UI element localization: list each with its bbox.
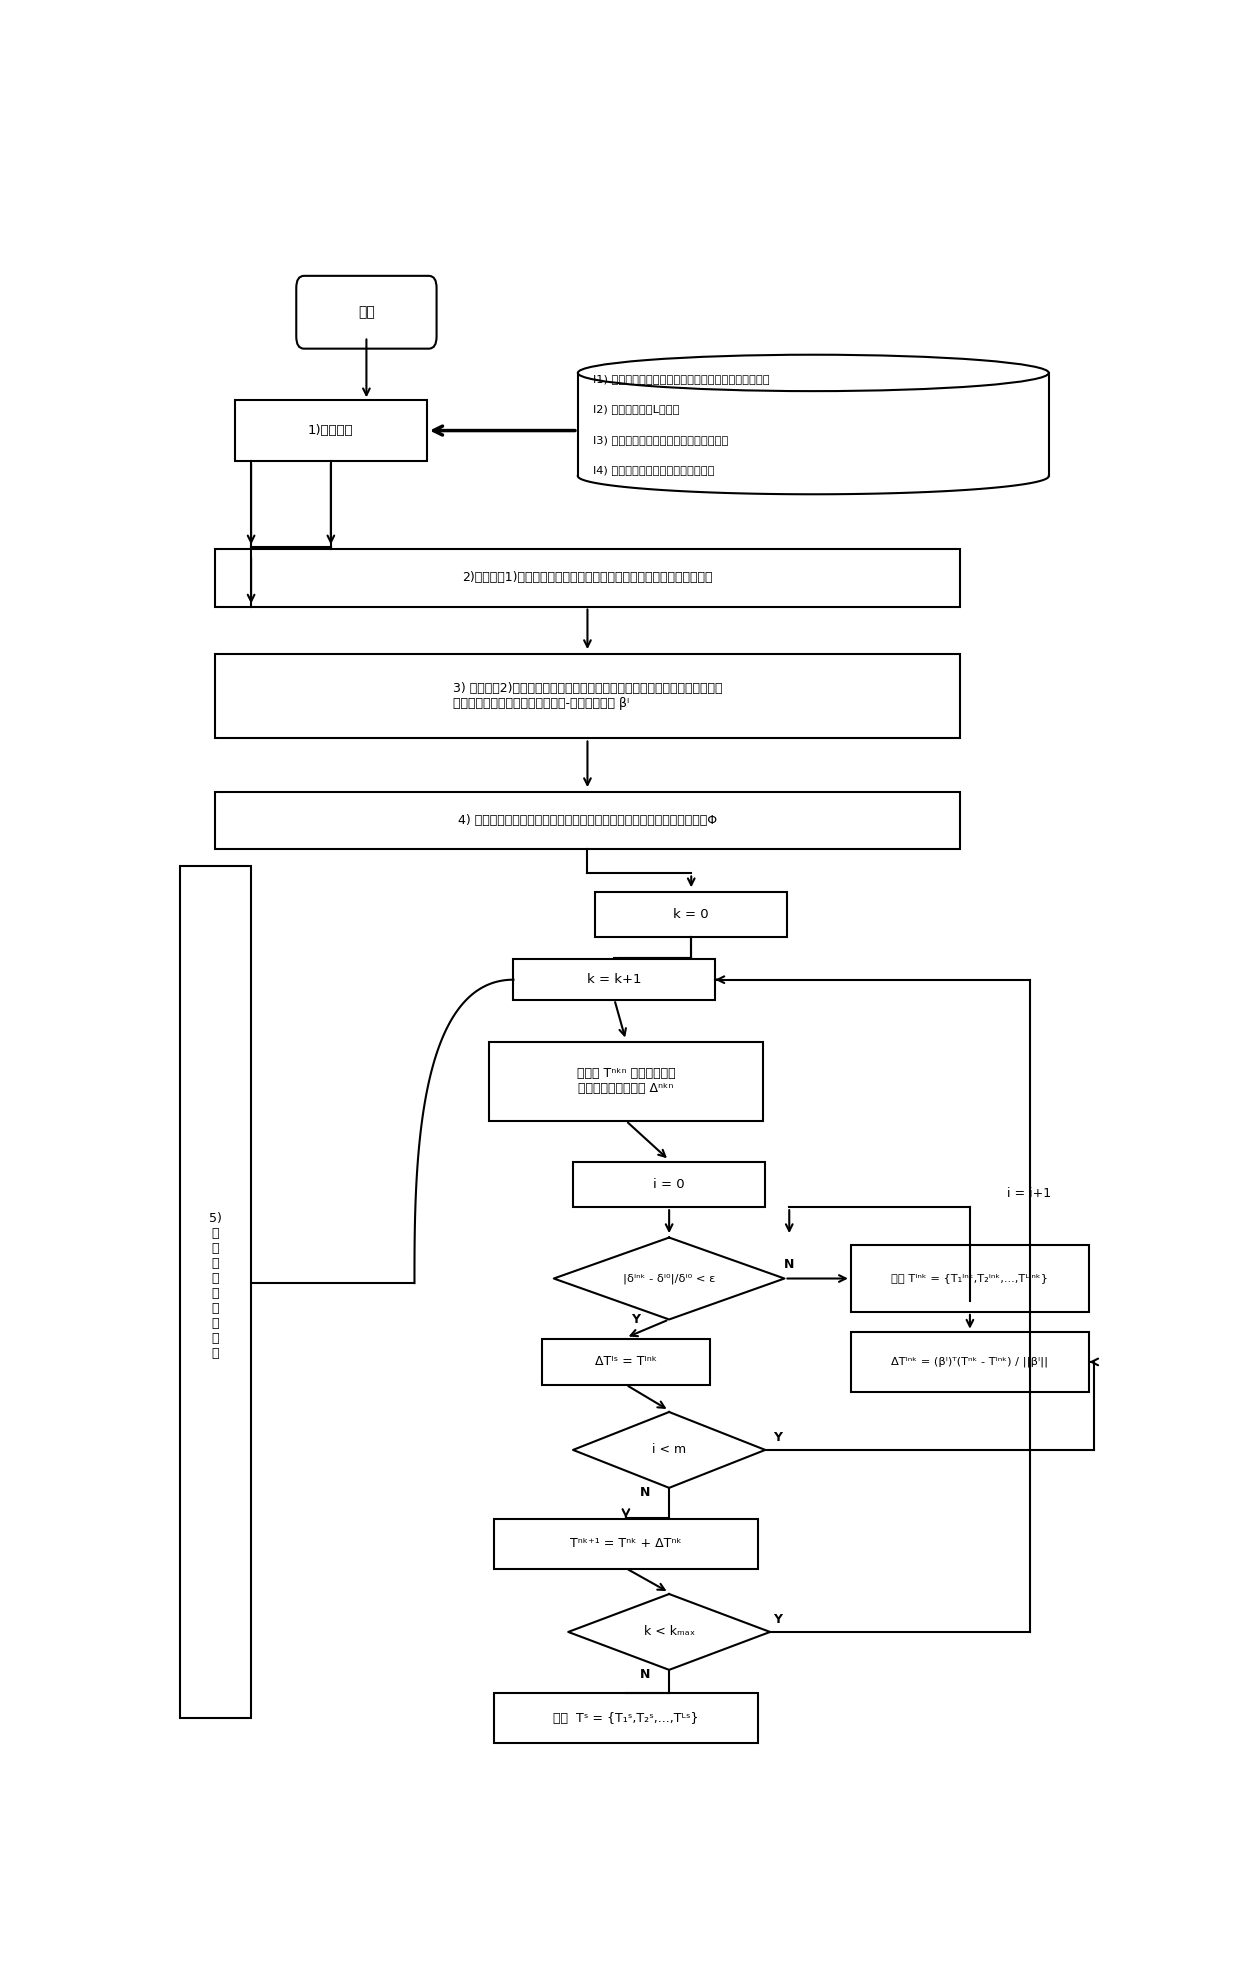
Text: 2)根据步骤1)确定的几何参数、材料参数和边界条件建立有限元计算模型: 2)根据步骤1)确定的几何参数、材料参数和边界条件建立有限元计算模型	[463, 571, 713, 585]
Text: 开始: 开始	[358, 305, 374, 319]
Text: ΔTᴵⁿᵏ = (βᴵ)ᵀ(Tⁿᵏ - Tᴵⁿᵏ) / ||βᴵ||: ΔTᴵⁿᵏ = (βᴵ)ᵀ(Tⁿᵏ - Tᴵⁿᵏ) / ||βᴵ||	[892, 1357, 1049, 1367]
Bar	[489, 1042, 763, 1121]
Text: i = i+1: i = i+1	[1007, 1186, 1052, 1200]
Text: Y: Y	[631, 1312, 640, 1326]
Text: ΔTᴵˢ = Tᴵⁿᵏ: ΔTᴵˢ = Tᴵⁿᵏ	[595, 1355, 657, 1369]
Text: l3) 假定每个区格预估温度及温度变化范围: l3) 假定每个区格预估温度及温度变化范围	[593, 435, 729, 445]
Text: Y: Y	[773, 1613, 782, 1627]
Bar	[234, 400, 427, 461]
Bar	[573, 1162, 765, 1208]
Bar	[542, 1340, 711, 1385]
Bar	[578, 372, 1049, 477]
Text: k = 0: k = 0	[673, 908, 709, 920]
Text: k < kₘₐₓ: k < kₘₐₓ	[644, 1625, 694, 1639]
Text: 4) 依据位移特征点的距离与位移值改变之间的关系计算温度修正权值矩阵Φ: 4) 依据位移特征点的距离与位移值改变之间的关系计算温度修正权值矩阵Φ	[458, 814, 717, 827]
Text: N: N	[784, 1259, 795, 1271]
Text: i < m: i < m	[652, 1444, 686, 1456]
Text: N: N	[640, 1669, 650, 1680]
Bar	[215, 654, 960, 739]
Bar	[513, 959, 715, 1001]
Text: Y: Y	[773, 1432, 782, 1444]
Bar	[851, 1332, 1089, 1393]
Bar	[851, 1245, 1089, 1312]
Text: 5)
温
度
场
逆
向
迭
代
推
定: 5) 温 度 场 逆 向 迭 代 推 定	[210, 1212, 222, 1359]
Text: 计算 Tᴵⁿᵏ = {T₁ᴵⁿᵏ,T₂ᴵⁿᵏ,...,Tᴸᴵⁿᵏ}: 计算 Tᴵⁿᵏ = {T₁ᴵⁿᵏ,T₂ᴵⁿᵏ,...,Tᴸᴵⁿᵏ}	[892, 1273, 1049, 1284]
Bar	[180, 867, 250, 1718]
Text: l1) 明确火灾后钢结构的几何参数，物理参数，边界条件: l1) 明确火灾后钢结构的几何参数，物理参数，边界条件	[593, 374, 770, 384]
Text: N: N	[640, 1485, 650, 1499]
Bar	[215, 550, 960, 607]
Text: 将温度 Tⁿᵏⁿ 施加到有限元
模型上得到节点位移 Δⁿᵏⁿ: 将温度 Tⁿᵏⁿ 施加到有限元 模型上得到节点位移 Δⁿᵏⁿ	[577, 1068, 676, 1095]
Bar	[494, 1694, 758, 1743]
Text: |δᴵⁿᵏ - δᴵ⁰|/δᴵ⁰ < ε: |δᴵⁿᵏ - δᴵ⁰|/δᴵ⁰ < ε	[622, 1273, 715, 1284]
Ellipse shape	[578, 355, 1049, 392]
Text: 1)现场勘察: 1)现场勘察	[308, 424, 353, 437]
Text: l4) 选取并测量结构位移特征点位移值: l4) 选取并测量结构位移特征点位移值	[593, 465, 714, 475]
Text: l2) 将结构划分为L个区格: l2) 将结构划分为L个区格	[593, 404, 680, 414]
Bar	[494, 1519, 758, 1568]
Text: k = k+1: k = k+1	[587, 973, 641, 987]
Text: i = 0: i = 0	[653, 1178, 684, 1192]
Text: Tⁿᵏ⁺¹ = Tⁿᵏ + ΔTⁿᵏ: Tⁿᵏ⁺¹ = Tⁿᵏ + ΔTⁿᵏ	[570, 1537, 682, 1550]
Bar	[595, 892, 787, 938]
Text: 3) 利用步骤2)建立的有限元计算模型确定单个区格内结构杆件温度变化与其它
区格位移特征点位移值之间的温度-位移拓扑矩阵 βᴵ: 3) 利用步骤2)建立的有限元计算模型确定单个区格内结构杆件温度变化与其它 区格…	[453, 682, 722, 709]
Bar	[215, 792, 960, 849]
Text: 输出  Tˢ = {T₁ˢ,T₂ˢ,...,Tᴸˢ}: 输出 Tˢ = {T₁ˢ,T₂ˢ,...,Tᴸˢ}	[553, 1712, 698, 1726]
FancyBboxPatch shape	[296, 276, 436, 349]
